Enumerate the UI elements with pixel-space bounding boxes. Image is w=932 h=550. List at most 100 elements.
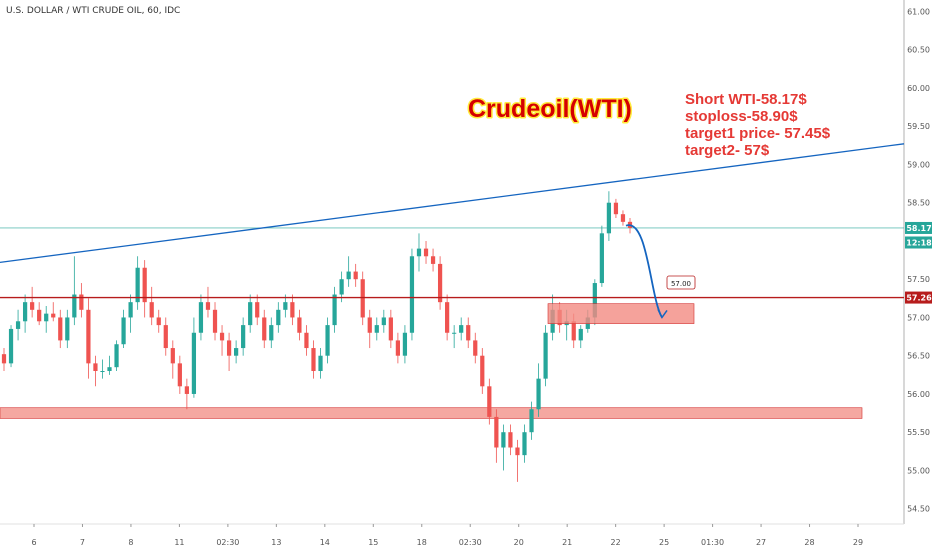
candle-body	[15, 321, 21, 329]
price-label-box	[905, 221, 932, 234]
x-tick-label: 7	[80, 538, 85, 547]
y-tick-label: 55.00	[907, 466, 930, 475]
target-callout-text: 57.00	[671, 280, 691, 288]
price-label-box	[905, 236, 932, 249]
y-tick-label: 59.50	[907, 122, 930, 131]
candle-body	[226, 340, 232, 356]
candle-body	[135, 267, 140, 303]
candle-body	[283, 302, 288, 310]
x-tick-label: 29	[853, 538, 863, 547]
candle-body	[395, 340, 400, 356]
x-tick-label: 02:30	[459, 538, 482, 547]
candle-body	[466, 325, 471, 341]
x-tick-label: 8	[128, 538, 133, 547]
y-tick-label: 58.50	[907, 199, 930, 208]
candle-body	[416, 248, 422, 257]
candle-body	[381, 317, 386, 326]
chart-title: Crudeoil(WTI)	[468, 95, 632, 123]
candle-body	[346, 271, 351, 280]
candle-body	[114, 344, 119, 368]
price-label-box	[905, 291, 932, 304]
candle-body	[37, 309, 42, 322]
candle-body	[234, 348, 239, 356]
y-tick-label: 57.00	[907, 313, 930, 322]
candle-body	[423, 248, 429, 257]
price-label-text: 58.17	[906, 224, 931, 233]
candle-body	[367, 317, 372, 333]
candle-body	[93, 363, 98, 372]
candle-body	[613, 202, 619, 215]
candle-body	[437, 263, 443, 303]
x-tick-label: 25	[659, 538, 669, 547]
x-tick-label: 15	[368, 538, 378, 547]
candle-body	[255, 302, 260, 318]
candle-body	[22, 302, 28, 322]
candle-body	[269, 325, 274, 341]
candle-body	[191, 332, 197, 394]
candle-body	[241, 325, 246, 349]
y-tick-label: 56.50	[907, 352, 930, 361]
price-label-text: 57.26	[906, 294, 932, 303]
x-tick-label: 13	[271, 538, 281, 547]
candle-body	[219, 332, 225, 341]
candle-body	[578, 328, 583, 341]
candle-body	[360, 279, 365, 318]
candle-body	[480, 355, 485, 387]
candle-body	[452, 332, 457, 334]
x-tick-label: 21	[562, 538, 572, 547]
candle-body	[212, 309, 218, 333]
target-callout-box	[666, 275, 696, 290]
y-tick-label: 60.00	[907, 84, 930, 93]
candle-body	[44, 313, 49, 322]
support-zone	[0, 407, 863, 419]
candle-body	[311, 348, 316, 372]
candle-body	[198, 302, 204, 333]
candle-body	[445, 302, 450, 333]
candle-body	[128, 302, 133, 318]
candle-body	[522, 432, 527, 456]
y-tick-label: 54.50	[907, 505, 930, 514]
candle-body	[30, 302, 35, 310]
candle-body	[290, 302, 295, 318]
candle-body	[8, 328, 14, 364]
x-tick-label: 20	[514, 538, 524, 547]
candle-body	[51, 313, 56, 318]
candle-body	[606, 202, 612, 234]
trendline	[0, 143, 905, 264]
candle-body	[86, 309, 91, 364]
x-tick-label: 28	[804, 538, 814, 547]
candle-body	[529, 409, 534, 433]
x-tick-label: 02:30	[216, 538, 239, 547]
candle-body	[374, 325, 379, 333]
x-tick-label: 6	[31, 538, 36, 547]
candle-body	[297, 317, 302, 333]
candle-body	[79, 294, 84, 310]
candle-body	[163, 325, 168, 349]
candle-body	[515, 447, 520, 456]
projection-curve	[625, 224, 663, 318]
candle-body	[121, 317, 126, 345]
candle-body	[332, 294, 337, 326]
candle-body	[339, 279, 344, 295]
y-tick-label: 55.50	[907, 428, 930, 437]
y-tick-label: 56.00	[907, 390, 930, 399]
x-tick-label: 01:30	[701, 538, 724, 547]
candle-body	[100, 371, 105, 373]
candle-body	[353, 271, 358, 280]
x-tick-label: 11	[174, 538, 184, 547]
candle-body	[402, 332, 408, 356]
candle-body	[205, 302, 211, 310]
candle-body	[72, 294, 77, 318]
x-tick-label: 22	[611, 538, 621, 547]
candle-body	[473, 340, 478, 356]
candle-body	[620, 214, 626, 222]
candle-body	[536, 378, 541, 410]
candle-body	[149, 302, 154, 318]
candle-body	[318, 355, 323, 372]
x-tick-label: 27	[756, 538, 766, 547]
candle-body	[599, 233, 604, 284]
candle-body	[65, 317, 70, 341]
target-zone	[547, 303, 695, 324]
y-tick-label: 59.00	[907, 160, 930, 169]
